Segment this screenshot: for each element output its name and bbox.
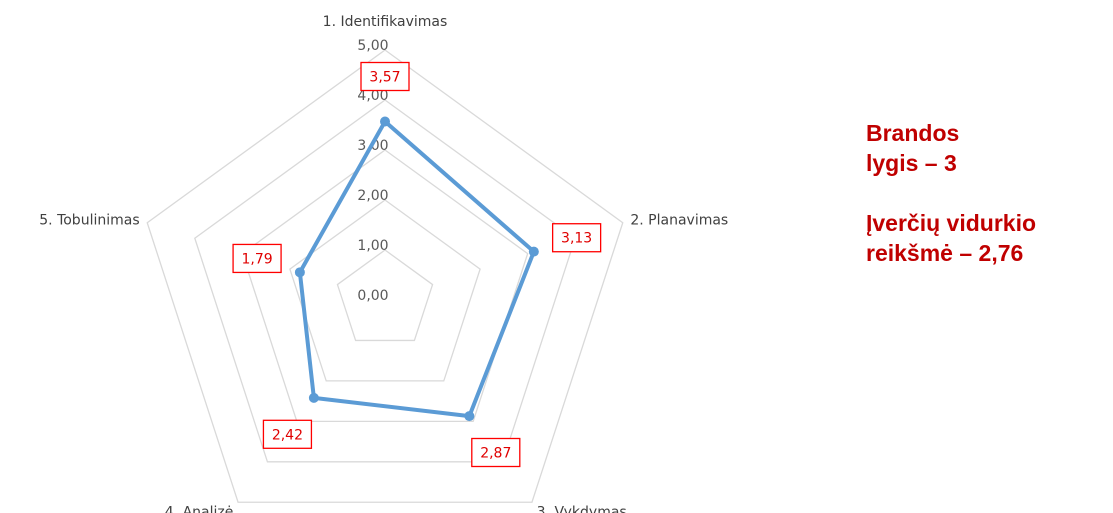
chart: 0,001,002,003,004,005,001. Identifikavim… xyxy=(39,14,728,513)
data-label: 3,13 xyxy=(561,231,592,247)
data-label-box xyxy=(232,243,282,274)
grid-ring xyxy=(336,249,434,342)
annotation-line xyxy=(866,178,1036,208)
data-label-group: 1,79 xyxy=(232,243,282,274)
data-label: 2,42 xyxy=(272,427,303,443)
data-label-group: 3,57 xyxy=(360,61,410,92)
annotation-line: Įverčių vidurkio xyxy=(866,210,1037,236)
category-label: 4. Analizė xyxy=(165,505,234,513)
data-point xyxy=(308,392,319,403)
data-label: 1,79 xyxy=(241,251,272,267)
category-label: 2. Planavimas xyxy=(630,212,728,228)
data-label-group: 2,87 xyxy=(471,437,521,468)
data-label: 2,87 xyxy=(480,445,511,461)
grid-ring xyxy=(146,49,624,503)
grid-ring xyxy=(289,199,481,382)
grid-ring xyxy=(194,99,576,463)
data-point xyxy=(528,246,539,257)
annotation-line: reikšmė – 2,76 xyxy=(866,240,1024,266)
data-label-box xyxy=(551,223,602,253)
data-point xyxy=(464,411,475,422)
data-point xyxy=(380,116,390,127)
category-label: 3. Vykdymas xyxy=(537,505,627,513)
y-tick-label: 2,00 xyxy=(357,188,388,204)
data-label-box xyxy=(262,419,313,449)
y-tick-label: 4,00 xyxy=(357,88,388,104)
grid-ring xyxy=(241,149,529,423)
y-tick-label: 0,00 xyxy=(357,288,388,304)
data-label: 3,57 xyxy=(369,70,400,86)
y-tick-label: 5,00 xyxy=(357,38,388,54)
data-label-box xyxy=(360,61,410,92)
data-point xyxy=(294,267,305,278)
category-label: 1. Identifikavimas xyxy=(323,14,448,30)
annotation-line: lygis – 3 xyxy=(866,150,957,176)
data-label-group: 3,13 xyxy=(551,223,602,253)
annotation-line: Brandos xyxy=(866,120,960,146)
data-label-box xyxy=(471,437,521,468)
data-label-group: 2,42 xyxy=(262,419,313,449)
category-label: 5. Tobulinimas xyxy=(39,212,139,228)
annotation-block: Brandos lygis – 3 Įverčių vidurkio reikšmė … xyxy=(866,118,1036,268)
y-tick-label: 1,00 xyxy=(357,238,388,254)
series-line xyxy=(297,119,536,419)
